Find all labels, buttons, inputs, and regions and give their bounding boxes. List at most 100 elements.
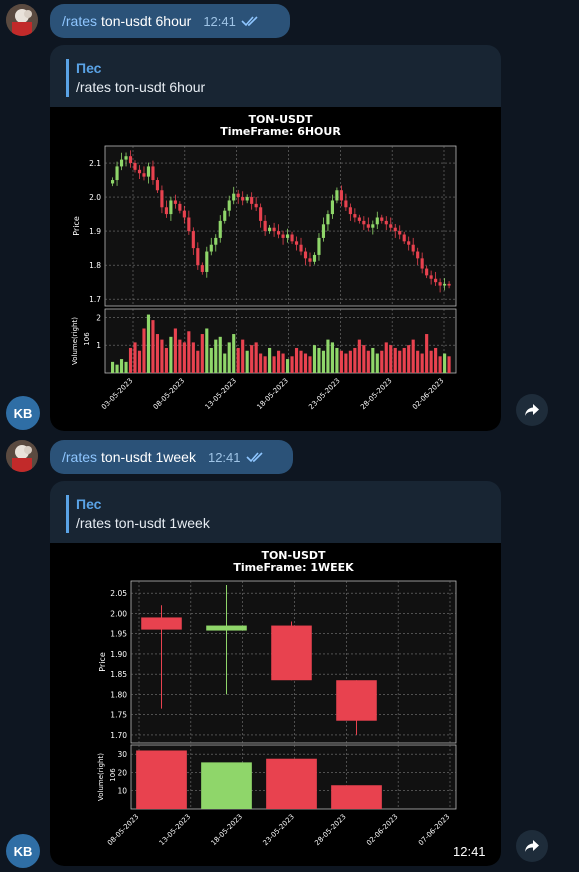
candle-body bbox=[443, 283, 447, 286]
volume-bar bbox=[411, 339, 415, 373]
avatar-initials: KB bbox=[13, 405, 33, 421]
volume-axis-label: Volume(right) bbox=[71, 317, 79, 365]
volume-bar bbox=[321, 350, 326, 373]
bot-reply-card: Пес /rates ton-usdt 6hour TON-USDT TimeFr… bbox=[50, 45, 501, 431]
sender-avatar[interactable]: KB bbox=[6, 396, 40, 430]
sender-avatar[interactable]: KB bbox=[6, 834, 40, 868]
forward-button[interactable] bbox=[516, 830, 548, 862]
outgoing-message[interactable]: /rates ton-usdt 6hour 12:41 bbox=[50, 4, 290, 38]
volume-bar bbox=[344, 353, 348, 373]
volume-bar bbox=[384, 342, 388, 373]
volume-bar bbox=[191, 342, 195, 373]
chart-subtitle: TimeFrame: 1WEEK bbox=[233, 561, 354, 574]
y-tick-label: 1.90 bbox=[110, 650, 127, 659]
x-tick-label: 08-05-2023 bbox=[106, 813, 140, 847]
outgoing-message[interactable]: /rates ton-usdt 1week 12:41 bbox=[50, 440, 293, 474]
chart-image[interactable]: TON-USDT TimeFrame: 6HOUR Price Volume(righ… bbox=[50, 107, 501, 431]
candle-body bbox=[425, 268, 429, 276]
candle-body bbox=[389, 224, 393, 228]
volume-bar bbox=[160, 339, 164, 373]
volume-bar bbox=[393, 347, 397, 373]
chart-subtitle: TimeFrame: 6HOUR bbox=[220, 125, 341, 138]
volume-bar bbox=[214, 339, 218, 373]
forward-button[interactable] bbox=[516, 394, 548, 426]
chart-image[interactable]: TON-USDT TimeFrame: 1WEEK Price Volume(righ… bbox=[50, 543, 501, 866]
volume-bar bbox=[245, 350, 249, 373]
volume-bar bbox=[250, 345, 254, 373]
volume-bar bbox=[196, 350, 200, 373]
candle-body bbox=[371, 224, 375, 228]
reply-quote[interactable]: Пес /rates ton-usdt 1week bbox=[66, 495, 476, 533]
volume-tick-label: 20 bbox=[117, 768, 127, 777]
volume-bar bbox=[200, 334, 204, 373]
candle-body bbox=[362, 220, 366, 225]
candle-body bbox=[357, 217, 361, 221]
candle-body bbox=[375, 217, 379, 225]
volume-bar bbox=[425, 334, 429, 373]
x-tick-label: 18-05-2023 bbox=[255, 377, 289, 411]
avatar-initials: KB bbox=[13, 843, 33, 859]
candle-body bbox=[434, 278, 438, 283]
volume-bar bbox=[201, 762, 252, 809]
volume-bar bbox=[443, 353, 447, 373]
volume-bar bbox=[119, 359, 124, 373]
volume-bar bbox=[331, 785, 382, 809]
candle-body bbox=[402, 234, 406, 242]
volume-bar bbox=[266, 758, 317, 809]
command-link[interactable]: /rates bbox=[62, 13, 98, 29]
volume-bar bbox=[137, 350, 142, 373]
user-avatar[interactable] bbox=[6, 440, 38, 472]
volume-bar bbox=[420, 353, 424, 373]
user-avatar[interactable] bbox=[6, 4, 38, 36]
candle-body bbox=[438, 282, 442, 286]
reply-quote[interactable]: Пес /rates ton-usdt 6hour bbox=[66, 59, 476, 97]
candle-body bbox=[336, 680, 377, 721]
candle-body bbox=[173, 200, 177, 204]
y-tick-label: 1.8 bbox=[89, 261, 101, 270]
candle-body bbox=[241, 197, 245, 201]
candle-body bbox=[169, 200, 173, 215]
candle-body bbox=[393, 227, 397, 232]
candle-body bbox=[335, 190, 339, 201]
y-tick-label: 1.85 bbox=[110, 670, 127, 679]
volume-exponent: 106 bbox=[83, 332, 91, 346]
command-link[interactable]: /rates bbox=[62, 449, 98, 465]
volume-bar bbox=[398, 350, 402, 373]
volume-bar bbox=[146, 314, 151, 373]
y-axis-label: Price bbox=[72, 216, 81, 236]
candle-body bbox=[227, 200, 231, 211]
volume-tick-label: 10 bbox=[117, 787, 127, 796]
candle-body bbox=[115, 166, 119, 181]
candle-body bbox=[214, 237, 218, 245]
candle-body bbox=[303, 251, 308, 259]
y-axis-label: Price bbox=[98, 652, 107, 672]
quote-text: /rates ton-usdt 6hour bbox=[76, 79, 206, 95]
share-arrow-icon bbox=[525, 404, 539, 416]
candle-body bbox=[178, 203, 182, 211]
candle-body bbox=[160, 190, 164, 208]
volume-bar bbox=[348, 350, 352, 373]
volume-bar bbox=[209, 347, 213, 373]
volume-bar bbox=[330, 342, 334, 373]
volume-bar bbox=[173, 328, 177, 373]
double-check-icon bbox=[241, 15, 259, 27]
candle-body bbox=[182, 210, 186, 218]
message-time: 12:41 bbox=[207, 449, 241, 465]
candle-body bbox=[218, 220, 222, 238]
quote-text: /rates ton-usdt 1week bbox=[76, 515, 210, 531]
volume-bar bbox=[362, 345, 366, 373]
candle-body bbox=[111, 180, 115, 184]
volume-bar bbox=[164, 347, 168, 373]
volume-bar bbox=[357, 339, 361, 373]
candle-body bbox=[308, 258, 312, 262]
volume-bar bbox=[317, 347, 321, 373]
candle-body bbox=[142, 173, 146, 177]
candle-body bbox=[119, 159, 124, 167]
volume-bar bbox=[155, 334, 160, 373]
volume-bar bbox=[366, 350, 370, 373]
candle-body bbox=[187, 217, 191, 232]
quote-author: Пес bbox=[76, 496, 102, 512]
volume-bar bbox=[312, 345, 317, 373]
candle-body bbox=[447, 283, 451, 286]
candle-body bbox=[294, 241, 299, 245]
